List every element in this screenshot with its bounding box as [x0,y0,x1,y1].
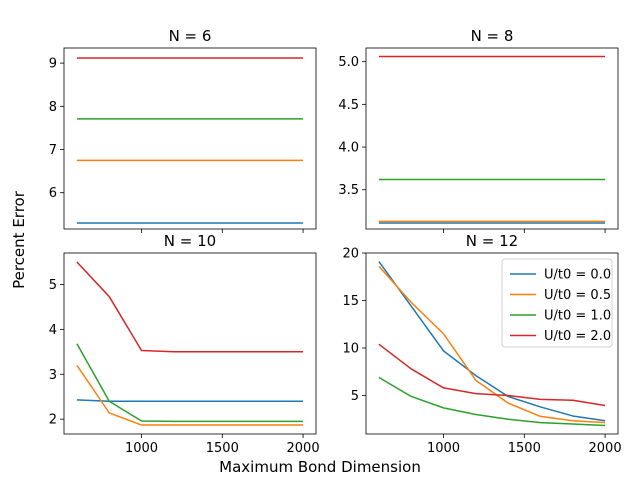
subplot-title: N = 6 [169,27,212,45]
x-tick-label: 1000 [125,441,158,456]
subplot-2: N = 8 3.5 4.0 4.5 5.0 [338,27,619,233]
x-tick-label: 2000 [589,441,622,456]
legend-label: U/t0 = 0.0 [544,268,611,283]
x-tick-label: 1500 [206,441,239,456]
subplot-title: N = 10 [164,232,216,250]
y-tick-label: 4 [49,323,57,338]
y-tick-label: 3.5 [338,183,359,198]
y-tick-label: 9 [49,57,57,72]
y-tick-label: 4.0 [338,141,359,156]
series-line-3 [378,343,606,407]
series-line-0 [76,399,304,402]
axes-frame [63,47,317,230]
y-tick-label: 8 [49,100,57,115]
x-tick-label: 1000 [427,441,460,456]
y-tick-label: 20 [342,247,359,262]
y-tick-label: 5 [351,389,359,404]
series-line-2 [76,343,304,423]
y-tick-label: 7 [49,143,57,158]
y-tick-label: 6 [49,186,57,201]
legend-label: U/t0 = 1.0 [544,309,611,324]
subplot-title: N = 12 [466,232,518,250]
series-line-1 [378,265,606,424]
series-line-0 [378,261,606,422]
legend-label: U/t0 = 0.5 [544,288,611,303]
y-tick-label: 10 [342,342,359,357]
axes-frame [63,252,317,435]
subplot-3: N = 10 2 3 4 5 1000 1500 2000 [49,232,320,456]
series-line-3 [76,261,304,353]
series-line-1 [76,364,304,426]
y-tick-label: 3 [49,368,57,383]
axes-frame [365,47,619,230]
y-tick-label: 2 [49,413,57,428]
x-axis-label: Maximum Bond Dimension [219,458,421,476]
y-tick-label: 5.0 [338,55,359,70]
subplot-title: N = 8 [471,27,514,45]
y-tick-label: 4.5 [338,98,359,113]
y-tick-label: 15 [342,294,359,309]
legend-label: U/t0 = 2.0 [544,329,611,344]
series-line-2 [378,376,606,427]
x-tick-label: 1500 [508,441,541,456]
y-tick-label: 5 [49,278,57,293]
legend: U/t0 = 0.0 U/t0 = 0.5 U/t0 = 1.0 U/t0 = 2.0 [501,258,613,348]
y-axis-label: Percent Error [10,190,28,289]
axes-frame [365,252,619,435]
subplot-1: N = 6 6 7 8 9 [49,27,317,233]
x-tick-label: 2000 [287,441,320,456]
